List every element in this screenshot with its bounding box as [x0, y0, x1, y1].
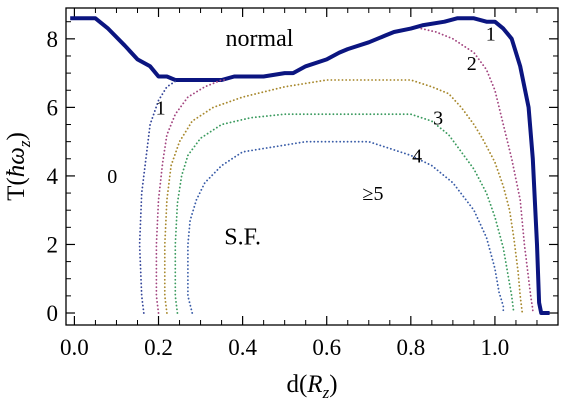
y-tick-label: 0	[47, 301, 59, 326]
x-axis-label-symbol: R	[306, 371, 322, 398]
plot-frame	[65, 7, 559, 326]
axis-ticks: 0.0 0.2 0.4 0.6 0.8 1.0 0 2 4 6 8	[47, 8, 558, 360]
region-label: normal	[225, 26, 293, 52]
x-tick-label: 0.0	[60, 335, 89, 360]
y-axis-label-prefix: T(	[3, 177, 30, 201]
y-tick-label: 6	[47, 95, 59, 120]
contour-line-5	[187, 140, 505, 314]
x-tick-label: 1.0	[481, 335, 510, 360]
x-tick-label: 0.2	[144, 335, 173, 360]
contour-line-3	[163, 79, 524, 314]
y-axis-label: T(ħωz)	[3, 132, 34, 201]
normal-phase-boundary-line	[70, 16, 550, 315]
x-axis-label-subscript: z	[322, 383, 330, 402]
contour-label: 0	[107, 166, 117, 188]
y-tick-label: 2	[47, 232, 59, 257]
contour-line-4	[174, 113, 515, 314]
contour-label: 3	[433, 108, 443, 130]
y-axis-label-subscript: z	[15, 140, 34, 148]
series-layer	[70, 16, 550, 315]
y-axis-label-suffix: )	[3, 132, 30, 140]
contour-line-1	[138, 79, 179, 314]
region-label: S.F.	[224, 225, 261, 251]
y-tick-label: 8	[47, 27, 59, 52]
contour-label: ≥5	[362, 183, 383, 205]
contour-label: 1	[156, 97, 166, 119]
x-axis-label-prefix: d(	[286, 371, 307, 398]
x-tick-label: 0.4	[228, 335, 257, 360]
x-tick-label: 0.8	[396, 335, 425, 360]
contour-label: 1	[486, 24, 496, 46]
contour-line-2-branch	[420, 27, 534, 314]
y-axis-label-symbol: ħω	[3, 147, 30, 177]
contour-line-2	[155, 79, 227, 314]
x-axis-label-suffix: )	[329, 371, 337, 398]
x-axis-label: d(Rz)	[286, 371, 337, 402]
contour-label: 2	[467, 53, 477, 75]
contour-label: 4	[412, 145, 422, 167]
y-tick-label: 4	[47, 164, 59, 189]
x-tick-label: 0.6	[312, 335, 341, 360]
